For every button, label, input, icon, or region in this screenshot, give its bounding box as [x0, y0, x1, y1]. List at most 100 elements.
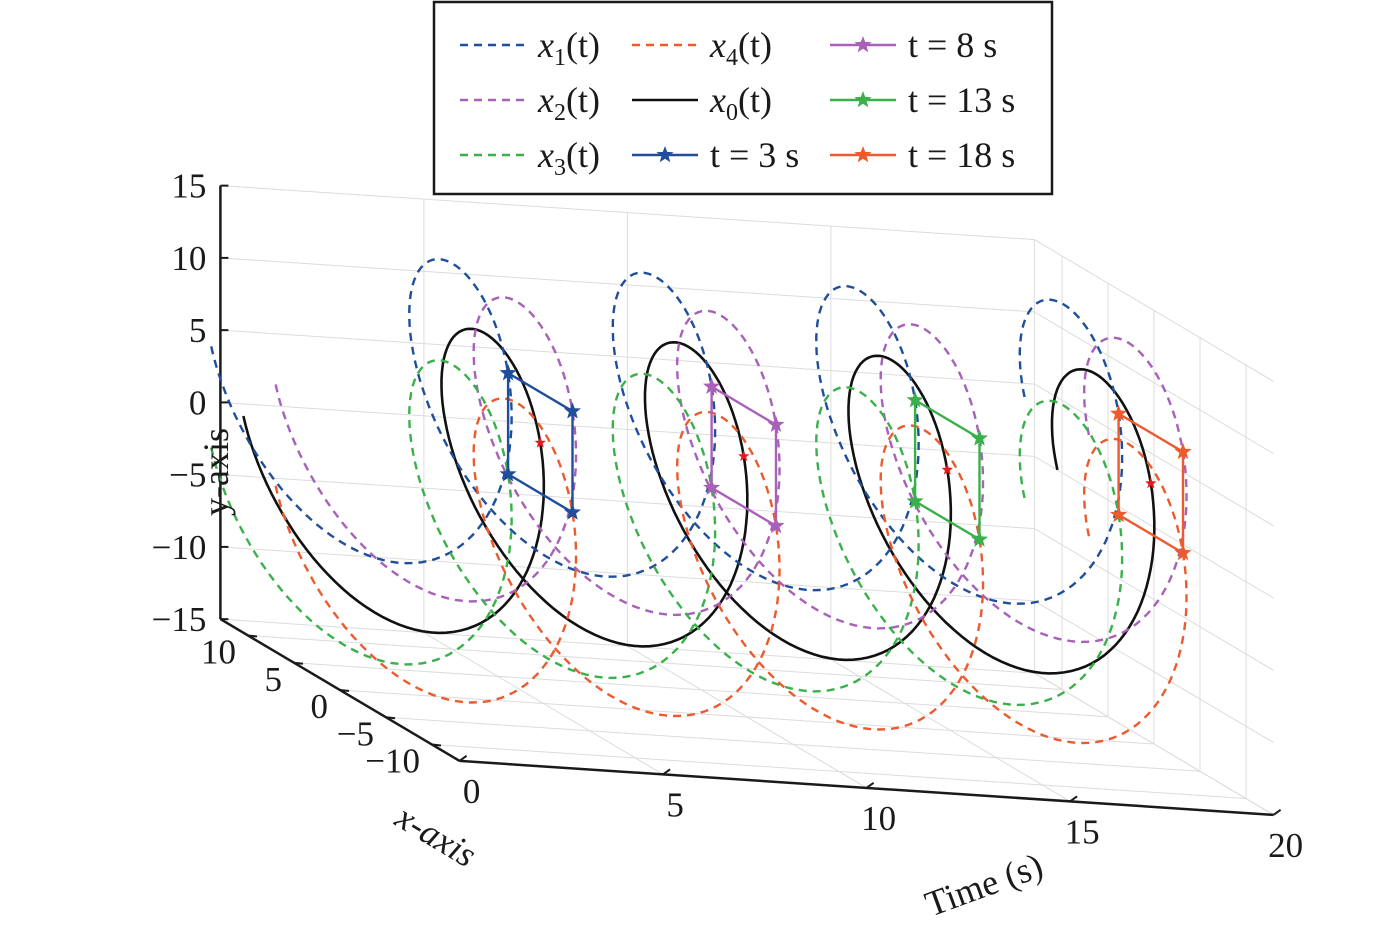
- y-tick-label: −15: [152, 600, 207, 639]
- legend-entry: x3(t): [460, 135, 600, 181]
- legend-star-icon: [854, 36, 872, 53]
- grid-line: [339, 689, 1155, 745]
- snapshot-t3: [499, 364, 581, 520]
- time-axis-title: Time (s): [920, 845, 1048, 924]
- time-tick-label: 10: [861, 799, 896, 838]
- legend: x1(t) x2(t) x3(t) x4(t) x0(t) t = 3 s t = 8 s t…: [432, 0, 1054, 196]
- legend-label: t = 18 s: [908, 135, 1015, 175]
- time-tick-mark: [1273, 809, 1282, 816]
- y-tick-label: 0: [189, 383, 207, 422]
- legend-entry: t = 13 s: [830, 80, 1015, 120]
- grid-line: [1034, 528, 1274, 671]
- grid-line: [1034, 383, 1274, 527]
- grid-line: [220, 329, 1035, 385]
- legend-entry: t = 3 s: [632, 135, 799, 175]
- x-tick-label: −10: [365, 742, 420, 781]
- series-line-x2t: [274, 296, 1188, 644]
- x-tick-mark: [339, 689, 350, 692]
- x-tick-label: 0: [311, 687, 329, 726]
- time-tick-mark: [866, 782, 875, 789]
- grid-line: [220, 401, 1035, 457]
- legend-star-icon: [854, 146, 872, 163]
- series-layer: [210, 257, 1188, 745]
- y-axis-title: y-axis: [196, 428, 236, 516]
- grid-line: [1034, 311, 1274, 455]
- time-tick-label: 0: [463, 772, 481, 811]
- y-tick-label: 15: [171, 167, 206, 206]
- grid-line: [293, 662, 1109, 718]
- snapshot-star: [703, 478, 721, 495]
- legend-entry: t = 18 s: [830, 135, 1015, 175]
- legend-label: x3(t): [537, 135, 600, 181]
- snapshot-star: [563, 402, 581, 419]
- time-tick-mark: [459, 755, 468, 762]
- snapshot-star: [563, 503, 581, 520]
- x-tick-mark: [247, 634, 258, 638]
- x-tick-mark: [293, 661, 304, 665]
- snapshot-center-marker: [738, 450, 750, 462]
- y-tick-label: 5: [189, 311, 207, 350]
- snapshot-star: [1174, 442, 1192, 460]
- grid-line: [431, 744, 1247, 799]
- snapshot-star: [1110, 404, 1128, 421]
- legend-label: x0(t): [709, 80, 772, 126]
- snapshot-t13: [906, 391, 988, 547]
- grid-line: [247, 635, 1063, 690]
- snapshot-t18: [1110, 404, 1192, 561]
- snapshot-star: [906, 391, 924, 408]
- snapshot-star: [767, 415, 785, 432]
- grid-line: [220, 257, 1035, 313]
- x-tick-label: 10: [201, 633, 236, 672]
- snapshot-star: [970, 530, 988, 547]
- snapshot-star: [499, 465, 517, 482]
- series-line-x4t: [274, 397, 1188, 745]
- snapshot-star: [499, 364, 517, 381]
- x-tick-mark: [431, 743, 442, 747]
- axis-labels: Time (s) x-axis y-axis: [196, 428, 1048, 924]
- legend-label: x1(t): [537, 25, 600, 71]
- time-tick-label: 20: [1268, 826, 1303, 865]
- legend-label: x2(t): [537, 80, 600, 126]
- y-tick-label: −5: [169, 456, 206, 495]
- x-tick-label: 5: [265, 660, 283, 699]
- time-axis-line: [459, 759, 1274, 817]
- y-tick-label: 10: [171, 239, 206, 278]
- series-line-x0t: [242, 327, 1156, 675]
- legend-entry: x4(t): [632, 25, 772, 71]
- time-tick-mark: [662, 768, 671, 776]
- grid-line: [220, 546, 1035, 602]
- legend-label: t = 3 s: [710, 135, 799, 175]
- time-tick-label: 5: [666, 785, 684, 824]
- snapshot-star: [767, 516, 785, 534]
- time-tick-label: 15: [1065, 812, 1100, 851]
- legend-star-icon: [656, 146, 674, 163]
- x-tick-label: −5: [337, 714, 374, 753]
- x-tick-mark: [385, 716, 396, 720]
- legend-entry: x1(t): [460, 25, 600, 71]
- series-line-x1t: [210, 257, 1124, 605]
- snapshot-star: [1110, 505, 1128, 523]
- grid-line: [1034, 600, 1274, 744]
- legend-star-icon: [854, 91, 872, 108]
- time-tick-mark: [1069, 795, 1078, 803]
- snapshot-star: [1174, 544, 1192, 561]
- grid-line: [385, 716, 1201, 772]
- legend-entry: t = 8 s: [830, 25, 997, 65]
- snapshot-t8: [703, 377, 785, 534]
- snapshot-center-marker: [941, 463, 953, 475]
- legend-label: t = 8 s: [908, 25, 997, 65]
- snapshot-star: [970, 429, 988, 446]
- legend-box: [432, 0, 1054, 196]
- legend-label: t = 13 s: [908, 80, 1015, 120]
- legend-label: x4(t): [709, 25, 772, 71]
- grid-line: [220, 474, 1035, 530]
- series-line-x3t: [210, 359, 1124, 707]
- legend-entry: x2(t): [460, 80, 600, 126]
- formation-snapshots: [499, 364, 1192, 561]
- snapshot-star: [906, 492, 924, 509]
- snapshot-star: [703, 377, 721, 394]
- snapshot-center-marker: [1145, 477, 1157, 489]
